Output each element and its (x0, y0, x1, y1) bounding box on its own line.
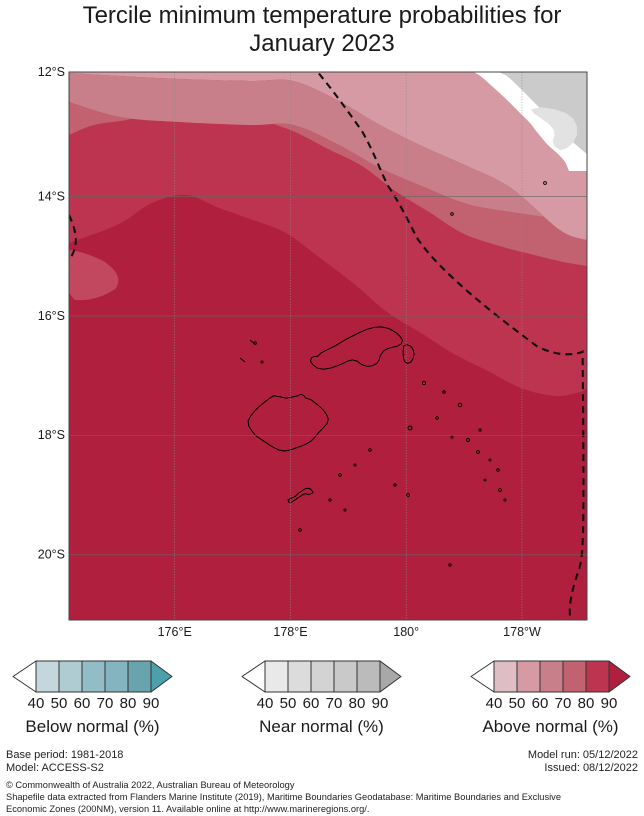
svg-text:50: 50 (51, 695, 68, 712)
svg-text:12°S: 12°S (38, 65, 65, 79)
svg-text:Above normal (%): Above normal (%) (482, 717, 618, 736)
svg-text:90: 90 (372, 695, 389, 712)
svg-text:178°E: 178°E (273, 625, 307, 639)
svg-text:60: 60 (532, 695, 549, 712)
svg-text:80: 80 (578, 695, 595, 712)
svg-text:90: 90 (143, 695, 160, 712)
svg-text:50: 50 (280, 695, 297, 712)
svg-text:40: 40 (28, 695, 45, 712)
svg-text:16°S: 16°S (38, 309, 65, 323)
svg-text:178°W: 178°W (503, 625, 541, 639)
svg-text:50: 50 (509, 695, 526, 712)
svg-text:40: 40 (486, 695, 503, 712)
svg-text:80: 80 (120, 695, 137, 712)
svg-text:60: 60 (74, 695, 91, 712)
svg-text:70: 70 (555, 695, 572, 712)
svg-text:Near normal (%): Near normal (%) (259, 717, 384, 736)
svg-text:80: 80 (349, 695, 366, 712)
svg-text:60: 60 (303, 695, 320, 712)
svg-text:Below normal (%): Below normal (%) (25, 717, 159, 736)
svg-text:18°S: 18°S (38, 428, 65, 442)
svg-text:180°: 180° (393, 625, 419, 639)
svg-text:40: 40 (257, 695, 274, 712)
svg-text:14°S: 14°S (38, 190, 65, 204)
svg-text:70: 70 (97, 695, 114, 712)
svg-text:20°S: 20°S (38, 548, 65, 562)
svg-text:176°E: 176°E (158, 625, 192, 639)
svg-text:90: 90 (601, 695, 618, 712)
svg-text:70: 70 (326, 695, 343, 712)
